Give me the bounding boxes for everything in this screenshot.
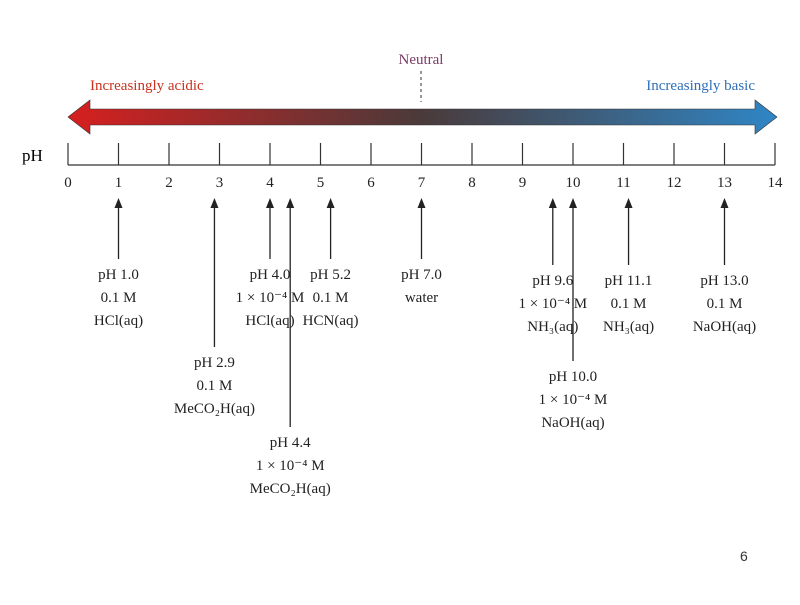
ph-tick-label: 0 <box>64 175 72 191</box>
marker-arrow-head <box>326 198 335 208</box>
marker-label-line: 0.1 M <box>611 296 647 312</box>
marker-label-line: pH 7.0 <box>401 267 442 283</box>
ph-tick-label: 7 <box>418 175 426 191</box>
ph-tick-label: 8 <box>468 175 476 191</box>
ph-tick-label: 5 <box>317 175 325 191</box>
marker-label-line: MeCO₂H(aq) <box>250 481 331 497</box>
ph-marker: pH 10.0 1 × 10⁻⁴ M NaOH(aq) <box>539 198 608 431</box>
marker-arrow-head <box>417 198 426 208</box>
ph-axis-label: pH <box>22 146 43 165</box>
ph-marker: pH 5.2 0.1 M HCN(aq) <box>303 198 359 329</box>
marker-label-line: pH 4.0 <box>250 267 291 283</box>
ph-tick-label: 12 <box>667 175 682 191</box>
ph-tick-label: 13 <box>717 175 732 191</box>
neutral-label: Neutral <box>399 52 444 68</box>
acid-base-gradient-arrow <box>67 99 778 135</box>
ph-marker: pH 7.0 water <box>401 198 442 306</box>
page-number: 6 <box>740 548 748 564</box>
increasingly-basic-label: Increasingly basic <box>646 78 755 94</box>
ph-marker: pH 4.4 1 × 10⁻⁴ M MeCO₂H(aq) <box>250 198 331 497</box>
marker-label-line: HCl(aq) <box>245 313 294 329</box>
increasingly-acidic-label: Increasingly acidic <box>90 78 204 94</box>
marker-arrow-head <box>569 198 577 208</box>
marker-arrow-head <box>548 198 557 208</box>
marker-label-line: pH 11.1 <box>605 273 653 289</box>
marker-label-line: pH 1.0 <box>98 267 139 283</box>
ph-tick-label: 11 <box>616 175 630 191</box>
marker-label-line: 1 × 10⁻⁴ M <box>518 296 587 312</box>
marker-label-line: pH 9.6 <box>532 273 573 289</box>
marker-arrow-head <box>720 198 729 208</box>
marker-label-line: pH 2.9 <box>194 355 235 371</box>
ph-tick-label: 2 <box>165 175 173 191</box>
marker-label-line: HCN(aq) <box>303 313 359 329</box>
ph-marker: pH 11.1 0.1 M NH₃(aq) <box>603 198 654 335</box>
marker-arrow-head <box>266 198 274 208</box>
marker-label-line: 1 × 10⁻⁴ M <box>256 458 325 474</box>
marker-label-line: MeCO₂H(aq) <box>174 401 255 417</box>
marker-arrow-head <box>286 198 295 208</box>
marker-label-line: NaOH(aq) <box>693 319 756 335</box>
ph-tick-label: 3 <box>216 175 224 191</box>
marker-label-line: pH 13.0 <box>700 273 748 289</box>
ph-tick-label: 10 <box>566 175 581 191</box>
marker-label-line: 1 × 10⁻⁴ M <box>236 290 305 306</box>
ph-tick-label: 1 <box>115 175 123 191</box>
ph-tick-label: 4 <box>266 175 274 191</box>
marker-label-line: pH 4.4 <box>270 435 311 451</box>
marker-arrow-head <box>114 198 123 208</box>
ph-marker: pH 1.0 0.1 M HCl(aq) <box>94 198 143 329</box>
ph-tick-label: 14 <box>768 175 784 191</box>
marker-label-line: 0.1 M <box>197 378 233 394</box>
marker-label-line: water <box>405 290 438 306</box>
ph-marker: pH 13.0 0.1 M NaOH(aq) <box>693 198 756 335</box>
marker-label-line: 1 × 10⁻⁴ M <box>539 392 608 408</box>
marker-label-line: 0.1 M <box>707 296 743 312</box>
ph-axis: 0 1 2 3 4 5 6 7 8 9 10 11 12 13 14 <box>64 143 783 191</box>
marker-label-line: 0.1 M <box>313 290 349 306</box>
marker-label-line: 0.1 M <box>101 290 137 306</box>
marker-label-line: NH₃(aq) <box>527 319 578 335</box>
ph-marker: pH 9.6 1 × 10⁻⁴ M NH₃(aq) <box>518 198 587 335</box>
marker-label-line: pH 5.2 <box>310 267 351 283</box>
ph-tick-label: 6 <box>367 175 375 191</box>
marker-label-line: HCl(aq) <box>94 313 143 329</box>
ph-marker: pH 2.9 0.1 M MeCO₂H(aq) <box>174 198 255 417</box>
marker-label-line: NH₃(aq) <box>603 319 654 335</box>
marker-arrow-head <box>624 198 633 208</box>
ph-tick-label: 9 <box>519 175 527 191</box>
marker-label-line: pH 10.0 <box>549 369 597 385</box>
marker-label-line: NaOH(aq) <box>541 415 604 431</box>
marker-arrow-head <box>210 198 219 208</box>
ph-marker: pH 4.0 1 × 10⁻⁴ M HCl(aq) <box>236 198 305 329</box>
